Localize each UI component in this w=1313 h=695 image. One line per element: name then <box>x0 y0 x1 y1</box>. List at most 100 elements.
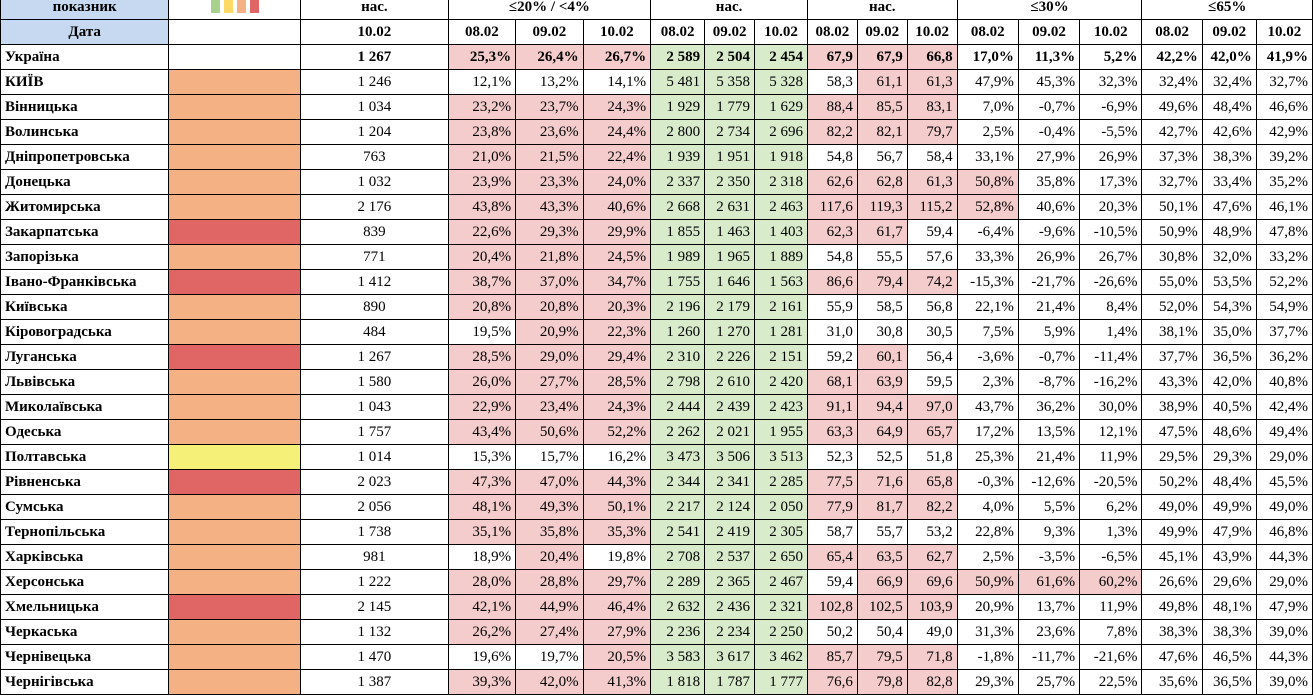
region-name: Донецька <box>0 169 170 195</box>
hospitalization-value: 63,9 <box>856 369 908 395</box>
vaccination-value: 32,7% <box>1141 169 1203 195</box>
change-value: 9,3% <box>1017 519 1081 545</box>
hospitalization-value: 50,4 <box>856 619 908 645</box>
change-value: 29,3% <box>956 669 1019 695</box>
positive-rate-value: 23,3% <box>515 169 584 195</box>
hospitalization-value: 59,4 <box>906 219 958 245</box>
header-date: 09.02 <box>1017 19 1081 45</box>
zone-legend <box>168 0 302 20</box>
vaccination-value: 45,5% <box>1255 469 1313 495</box>
region-name: Київська <box>0 294 170 320</box>
tests-value: 2 285 <box>754 469 808 495</box>
change-value: -0,7% <box>1017 344 1081 370</box>
positive-rate-value: 29,9% <box>582 219 652 245</box>
change-value: 33,1% <box>956 144 1019 170</box>
zone-indicator <box>168 294 302 320</box>
tests-value: 1 403 <box>754 219 808 245</box>
region-name: Одеська <box>0 419 170 445</box>
vaccination-value: 32,7% <box>1255 69 1313 95</box>
tests-value: 2 541 <box>650 519 706 545</box>
table-row: КИЇВ 1 246 12,1% 13,2% 14,1% 5 481 5 358 5 328 5… <box>0 69 1313 95</box>
header-vaccination: ≤65% <box>1141 0 1313 20</box>
vaccination-value: 45,1% <box>1141 544 1203 570</box>
zone-indicator <box>168 69 302 95</box>
change-value: 22,1% <box>956 294 1019 320</box>
region-name: Сумська <box>0 494 170 520</box>
vaccination-value: 49,0% <box>1255 494 1313 520</box>
change-value: 13,5% <box>1017 419 1081 445</box>
positive-rate-value: 29,3% <box>515 219 584 245</box>
hospitalization-value: 69,6 <box>906 569 958 595</box>
hospitalization-value: 49,0 <box>906 619 958 645</box>
region-name: Закарпатська <box>0 219 170 245</box>
population-value: 771 <box>300 244 449 270</box>
tests-value: 2 161 <box>754 294 808 320</box>
change-value: -0,7% <box>1017 94 1081 120</box>
tests-value: 1 779 <box>704 94 755 120</box>
vaccination-value: 38,9% <box>1141 394 1203 420</box>
positive-rate-value: 15,7% <box>515 444 584 470</box>
change-value: -21,6% <box>1079 644 1143 670</box>
positive-rate-value: 40,6% <box>582 194 652 220</box>
positive-rate-value: 43,4% <box>447 419 517 445</box>
population-value: 2 023 <box>300 469 449 495</box>
hospitalization-value: 77,9 <box>807 494 858 520</box>
change-value: -5,5% <box>1079 119 1143 145</box>
table-row: Вінницька 1 034 23,2% 23,7% 24,3% 1 929 1 779 1… <box>0 94 1313 120</box>
tests-value: 1 989 <box>650 244 706 270</box>
table-row: Дніпропетровська 763 21,0% 21,5% 22,4% 1 939 1… <box>0 144 1313 170</box>
hospitalization-value: 58,7 <box>807 519 858 545</box>
hospitalization-value: 64,9 <box>856 419 908 445</box>
zone-indicator <box>168 519 302 545</box>
positive-rate-value: 41,3% <box>582 669 652 695</box>
hospitalization-value: 59,4 <box>807 569 858 595</box>
tests-value: 5 358 <box>704 69 755 95</box>
change-value: 31,3% <box>956 619 1019 645</box>
table-row: Запорізька 771 20,4% 21,8% 24,5% 1 989 1 965 1 … <box>0 244 1313 270</box>
hospitalization-value: 56,7 <box>856 144 908 170</box>
change-value: 52,8% <box>956 194 1019 220</box>
vaccination-value: 36,5% <box>1201 344 1257 370</box>
vaccination-value: 39,0% <box>1255 669 1313 695</box>
tests-value: 1 951 <box>704 144 755 170</box>
legend-swatch <box>249 0 259 13</box>
vaccination-value: 55,0% <box>1141 269 1203 295</box>
positive-rate-value: 20,8% <box>447 294 517 320</box>
vaccination-value: 47,6% <box>1201 194 1257 220</box>
tests-value: 2 632 <box>650 594 706 620</box>
region-name: Черкаська <box>0 619 170 645</box>
change-value: 5,2% <box>1079 44 1143 70</box>
region-name: Хмельницька <box>0 594 170 620</box>
header-date: 08.02 <box>447 19 517 45</box>
hospitalization-value: 67,9 <box>856 44 908 70</box>
tests-value: 2 305 <box>754 519 808 545</box>
header-date: 09.02 <box>1201 19 1257 45</box>
change-value: 7,5% <box>956 319 1019 345</box>
positive-rate-value: 21,0% <box>447 144 517 170</box>
table-row: Полтавська 1 014 15,3% 15,7% 16,2% 3 473 3 506… <box>0 444 1313 470</box>
positive-rate-value: 52,2% <box>582 419 652 445</box>
tests-value: 1 787 <box>704 669 755 695</box>
change-value: -11,7% <box>1017 644 1081 670</box>
tests-value: 5 481 <box>650 69 706 95</box>
positive-rate-value: 26,2% <box>447 619 517 645</box>
vaccination-value: 39,0% <box>1255 619 1313 645</box>
change-value: 17,2% <box>956 419 1019 445</box>
vaccination-value: 42,2% <box>1141 44 1203 70</box>
vaccination-value: 26,6% <box>1141 569 1203 595</box>
positive-rate-value: 28,5% <box>582 369 652 395</box>
zone-indicator <box>168 644 302 670</box>
hospitalization-value: 54,8 <box>807 244 858 270</box>
positive-rate-value: 20,4% <box>515 544 584 570</box>
hospitalization-value: 74,2 <box>906 269 958 295</box>
header-date: 09.02 <box>515 19 584 45</box>
tests-value: 2 337 <box>650 169 706 195</box>
table-row: Чернівецька 1 470 19,6% 19,7% 20,5% 3 583 3 61… <box>0 644 1313 670</box>
change-value: 11,3% <box>1017 44 1081 70</box>
tests-value: 2 226 <box>704 344 755 370</box>
positive-rate-value: 23,9% <box>447 169 517 195</box>
hospitalization-value: 79,8 <box>856 669 908 695</box>
positive-rate-value: 42,0% <box>515 669 584 695</box>
tests-value: 3 583 <box>650 644 706 670</box>
region-name: Рівненська <box>0 469 170 495</box>
